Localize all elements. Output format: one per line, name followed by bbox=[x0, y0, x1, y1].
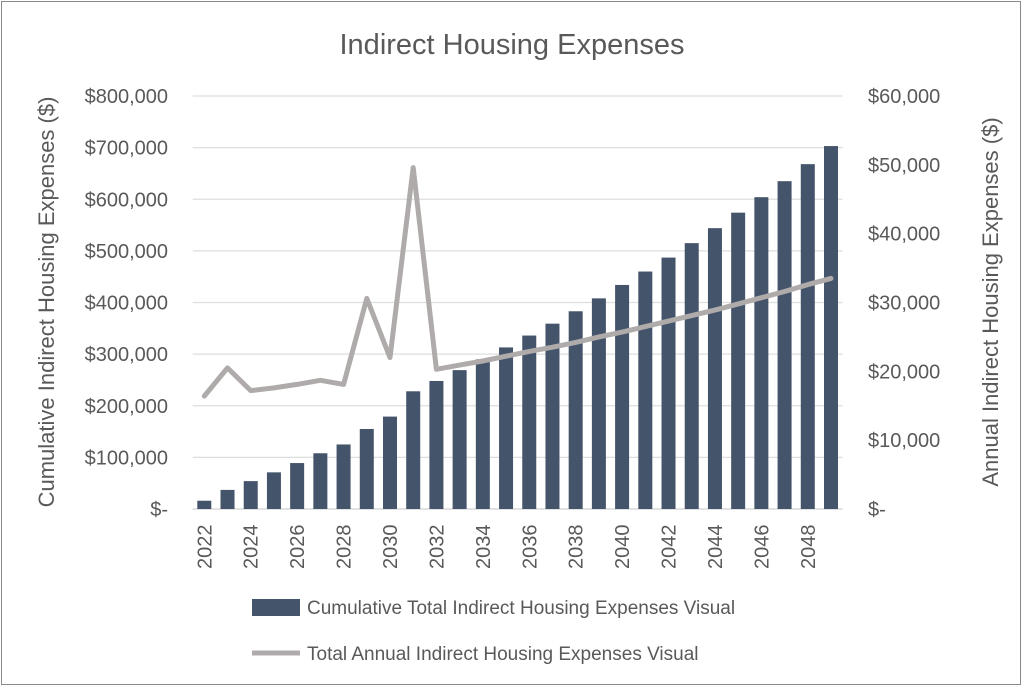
legend-bar-swatch bbox=[252, 599, 300, 616]
left-tick-label: $800,000 bbox=[85, 86, 168, 108]
bar-2036 bbox=[522, 335, 537, 509]
left-tick-label: $400,000 bbox=[85, 293, 168, 315]
bar-2042 bbox=[661, 257, 676, 509]
left-tick-label: $700,000 bbox=[85, 138, 168, 160]
bar-2047 bbox=[777, 181, 792, 509]
chart-title: Indirect Housing Expenses bbox=[340, 29, 685, 61]
x-tick-label: 2026 bbox=[287, 525, 309, 570]
bar-2031 bbox=[406, 391, 421, 509]
left-tick-label: $600,000 bbox=[85, 189, 168, 211]
bar-2043 bbox=[684, 243, 699, 509]
x-tick-label: 2032 bbox=[426, 525, 448, 570]
bar-2027 bbox=[313, 453, 328, 509]
bar-2037 bbox=[545, 323, 560, 509]
right-tick-label: $10,000 bbox=[868, 430, 940, 452]
right-tick-label: $60,000 bbox=[868, 86, 940, 108]
right-tick-label: $20,000 bbox=[868, 361, 940, 383]
legend-line-label: Total Annual Indirect Housing Expenses V… bbox=[307, 644, 699, 665]
bar-2046 bbox=[754, 197, 769, 509]
bar-2032 bbox=[429, 380, 444, 509]
left-tick-label: $500,000 bbox=[85, 241, 168, 263]
bar-2023 bbox=[220, 489, 235, 509]
left-tick-label: $300,000 bbox=[85, 344, 168, 366]
bar-2024 bbox=[243, 481, 258, 509]
bar-2026 bbox=[290, 463, 305, 509]
x-tick-label: 2024 bbox=[241, 525, 263, 570]
bar-2022 bbox=[197, 500, 212, 509]
x-tick-label: 2044 bbox=[705, 525, 727, 570]
bar-2034 bbox=[475, 359, 490, 509]
legend-bar-label: Cumulative Total Indirect Housing Expens… bbox=[307, 598, 735, 619]
x-tick-label: 2034 bbox=[473, 525, 495, 570]
left-tick-label: $- bbox=[150, 499, 168, 521]
bar-2045 bbox=[731, 212, 746, 510]
left-tick-label: $100,000 bbox=[85, 447, 168, 469]
x-tick-label: 2042 bbox=[659, 525, 681, 570]
x-tick-label: 2028 bbox=[334, 525, 356, 570]
bar-2041 bbox=[638, 271, 653, 509]
bar-2025 bbox=[266, 472, 281, 509]
left-axis-label: Cumulative Indirect Housing Expenses ($) bbox=[34, 97, 59, 508]
legend: Cumulative Total Indirect Housing Expens… bbox=[252, 598, 735, 665]
x-tick-label: 2036 bbox=[519, 525, 541, 570]
left-tick-label: $200,000 bbox=[85, 396, 168, 418]
bar-2040 bbox=[615, 284, 630, 509]
x-tick-label: 2048 bbox=[798, 525, 820, 570]
bar-2030 bbox=[382, 416, 397, 509]
right-tick-label: $- bbox=[868, 499, 886, 521]
right-tick-label: $30,000 bbox=[868, 293, 940, 315]
bar-2039 bbox=[591, 298, 606, 509]
x-tick-label: 2046 bbox=[751, 525, 773, 570]
right-tick-label: $50,000 bbox=[868, 155, 940, 177]
bar-2029 bbox=[359, 428, 374, 509]
bar-2049 bbox=[823, 146, 838, 510]
x-tick-label: 2038 bbox=[566, 525, 588, 570]
bar-2028 bbox=[336, 444, 351, 509]
x-tick-label: 2040 bbox=[612, 525, 634, 570]
bar-2044 bbox=[707, 228, 722, 509]
annual-line bbox=[201, 165, 834, 399]
right-tick-label: $40,000 bbox=[868, 224, 940, 246]
x-tick-label: 2022 bbox=[194, 525, 216, 570]
bar-2033 bbox=[452, 370, 467, 509]
bar-2048 bbox=[800, 164, 815, 509]
bar-2035 bbox=[499, 347, 514, 509]
bar-2038 bbox=[568, 311, 583, 509]
x-tick-label: 2030 bbox=[380, 525, 402, 570]
right-axis-label: Annual Indirect Housing Expenses ($) bbox=[978, 117, 1003, 486]
